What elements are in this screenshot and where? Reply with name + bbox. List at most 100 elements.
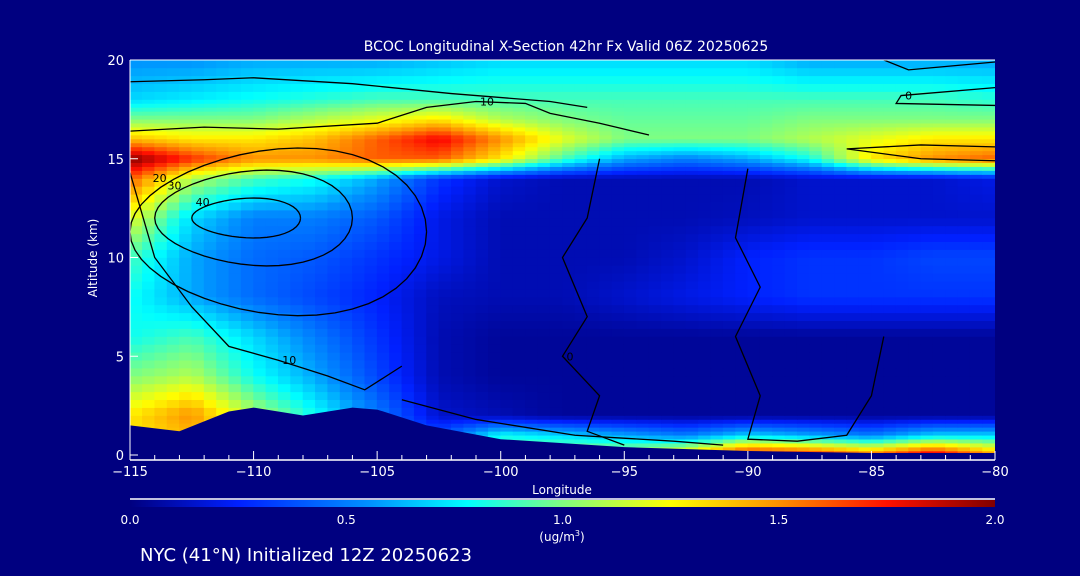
heatmap-cell xyxy=(339,257,353,266)
heatmap-cell xyxy=(710,257,724,266)
heatmap-cell xyxy=(611,60,625,69)
heatmap-cell xyxy=(611,280,625,290)
heatmap-cell xyxy=(710,359,724,369)
heatmap-cell xyxy=(846,328,860,337)
heatmap-cell xyxy=(203,60,217,69)
heatmap-cell xyxy=(611,174,625,179)
heatmap-cell xyxy=(772,99,786,104)
heatmap-cell xyxy=(648,280,662,290)
heatmap-cell xyxy=(673,107,687,112)
heatmap-cell xyxy=(834,391,848,400)
heatmap-cell xyxy=(735,186,749,195)
heatmap-cell xyxy=(426,118,440,124)
heatmap-cell xyxy=(809,407,823,416)
heatmap-cell xyxy=(240,83,254,92)
heatmap-cell xyxy=(179,115,193,120)
heatmap-cell xyxy=(611,178,625,187)
heatmap-cell xyxy=(871,178,885,187)
heatmap-cell xyxy=(710,158,724,163)
heatmap-cell xyxy=(488,201,502,211)
heatmap-cell xyxy=(772,118,786,124)
heatmap-cell xyxy=(759,241,773,250)
heatmap-cell xyxy=(512,257,526,266)
heatmap-cell xyxy=(240,383,254,393)
heatmap-cell xyxy=(525,150,539,156)
heatmap-cell xyxy=(562,217,576,227)
heatmap-cell xyxy=(315,265,329,274)
heatmap-cell xyxy=(784,344,798,353)
heatmap-cell xyxy=(747,434,761,440)
heatmap-cell xyxy=(871,427,885,432)
heatmap-cell xyxy=(957,312,971,321)
heatmap-cell xyxy=(450,122,464,128)
heatmap-cell xyxy=(426,312,440,321)
heatmap-cell xyxy=(302,280,316,290)
heatmap-cell xyxy=(216,178,230,187)
heatmap-cell xyxy=(191,217,205,227)
heatmap-cell xyxy=(969,312,983,321)
heatmap-cell xyxy=(920,150,934,156)
heatmap-cell xyxy=(525,427,539,432)
heatmap-cell xyxy=(661,107,675,112)
heatmap-cell xyxy=(154,419,168,424)
heatmap-cell xyxy=(438,241,452,250)
heatmap-cell xyxy=(500,407,514,416)
heatmap-cell xyxy=(364,288,378,298)
heatmap-cell xyxy=(463,241,477,250)
heatmap-cell xyxy=(611,399,625,408)
heatmap-cell xyxy=(574,352,588,361)
heatmap-cell xyxy=(586,130,600,136)
heatmap-cell xyxy=(747,367,761,377)
heatmap-cell xyxy=(772,178,786,187)
heatmap-cell xyxy=(710,241,724,250)
heatmap-cell xyxy=(488,217,502,227)
heatmap-cell xyxy=(500,419,514,424)
heatmap-cell xyxy=(426,407,440,416)
heatmap-cell xyxy=(130,257,143,266)
heatmap-cell xyxy=(142,359,156,369)
heatmap-cell xyxy=(166,178,180,187)
heatmap-cell xyxy=(698,186,712,195)
heatmap-cell xyxy=(599,154,613,160)
heatmap-cell xyxy=(327,288,341,298)
heatmap-cell xyxy=(154,280,168,290)
heatmap-cell xyxy=(203,130,217,136)
heatmap-cell xyxy=(834,150,848,156)
heatmap-cell xyxy=(698,217,712,227)
heatmap-cell xyxy=(376,375,390,385)
heatmap-cell xyxy=(871,170,885,175)
heatmap-cell xyxy=(426,217,440,227)
heatmap-cell xyxy=(846,142,860,148)
heatmap-cell xyxy=(846,209,860,219)
heatmap-cell xyxy=(735,359,749,369)
heatmap-cell xyxy=(895,434,909,440)
heatmap-cell xyxy=(277,194,291,203)
heatmap-cell xyxy=(735,154,749,160)
heatmap-cell xyxy=(216,122,230,128)
heatmap-cell xyxy=(142,352,156,361)
heatmap-cell xyxy=(352,194,366,203)
heatmap-cell xyxy=(858,391,872,400)
heatmap-cell xyxy=(735,399,749,408)
heatmap-cell xyxy=(908,273,922,282)
heatmap-cell xyxy=(661,103,675,108)
heatmap-cell xyxy=(710,296,724,306)
heatmap-cell xyxy=(500,217,514,227)
heatmap-cell xyxy=(871,296,885,306)
heatmap-cell xyxy=(920,126,934,132)
heatmap-cell xyxy=(179,174,193,179)
heatmap-cell xyxy=(549,296,563,306)
heatmap-cell xyxy=(290,194,304,203)
heatmap-cell xyxy=(290,107,304,112)
x-tick-label: −95 xyxy=(611,465,638,480)
heatmap-cell xyxy=(908,67,922,77)
heatmap-cell xyxy=(463,431,477,436)
heatmap-cell xyxy=(648,352,662,361)
heatmap-cell xyxy=(772,75,786,84)
heatmap-cell xyxy=(969,328,983,337)
heatmap-cell xyxy=(871,225,885,235)
heatmap-cell xyxy=(648,438,662,444)
heatmap-cell xyxy=(450,407,464,416)
heatmap-cell xyxy=(315,407,329,416)
heatmap-cell xyxy=(648,419,662,424)
